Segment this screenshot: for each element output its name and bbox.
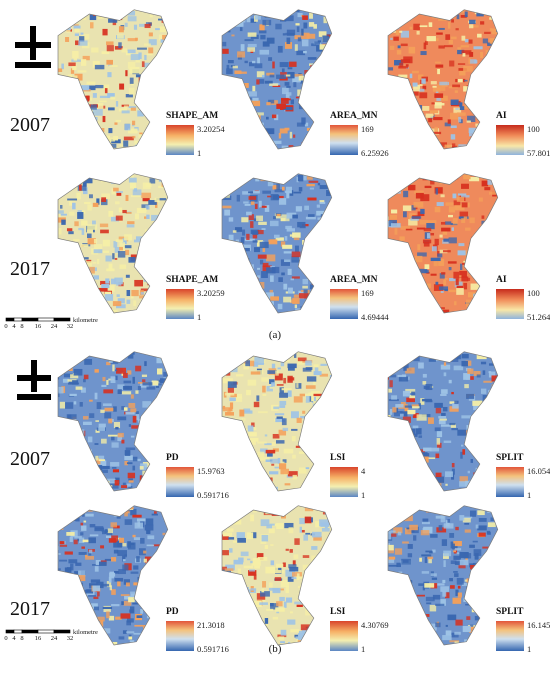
- legend-max-value: 21.3018: [197, 620, 225, 630]
- scale-tick-label: 32: [67, 323, 74, 330]
- map-split: [387, 351, 499, 492]
- panel-label: (a): [269, 329, 282, 341]
- year-label: 2007: [10, 114, 50, 136]
- legend-min-value: 0.591716: [197, 490, 229, 500]
- map-lsi: [221, 351, 333, 492]
- legend-color-ramp: [166, 467, 194, 497]
- legend: PD 21.3018 0.591716: [166, 607, 229, 654]
- map-shape-am: [57, 9, 169, 150]
- scale-tick-label: 0: [4, 323, 7, 330]
- year-label: 2017: [10, 258, 50, 280]
- scale-tick-label: 0: [4, 635, 7, 642]
- scale-tick-label: 16: [35, 635, 42, 642]
- metric-label: LSI: [330, 453, 346, 463]
- legend-color-ramp: [166, 125, 194, 155]
- metric-label: SHAPE_AM: [166, 275, 218, 285]
- metric-label: AREA_MN: [330, 275, 378, 285]
- metric-label: PD: [166, 607, 179, 617]
- scale-tick-label: 24: [51, 635, 58, 642]
- scale-tick-label: 4: [12, 635, 16, 642]
- legend-color-ramp: [496, 467, 524, 497]
- legend-color-ramp: [330, 125, 358, 155]
- legend-min-value: 1: [197, 148, 201, 158]
- legend: AI 100 51.2642: [496, 275, 550, 322]
- legend-min-value: 1: [527, 490, 531, 500]
- legend: AREA_MN 169 4.69444: [330, 275, 389, 322]
- year-label: 2007: [10, 448, 50, 470]
- metric-label: PD: [166, 453, 179, 463]
- scale-unit-label: kilometre: [73, 317, 98, 324]
- legend-max-value: 4.30769: [361, 620, 389, 630]
- legend-min-value: 57.801: [527, 148, 550, 158]
- legend-color-ramp: [166, 289, 194, 319]
- legend-color-ramp: [496, 621, 524, 651]
- year-label: 2017: [10, 598, 50, 620]
- legend-color-ramp: [330, 467, 358, 497]
- legend-max-value: 3.20254: [197, 124, 225, 134]
- legend: PD 15.9763 0.591716: [166, 453, 229, 500]
- legend: SHAPE_AM 3.20259 1: [166, 275, 225, 322]
- legend-max-value: 16.1453: [527, 620, 550, 630]
- panel-a: 2007 SHAPE_AM 3.20254 1 AREA_MN 169 6.25926 AI 1…: [4, 9, 550, 341]
- scale-tick-label: 4: [12, 323, 16, 330]
- legend-min-value: 51.2642: [527, 312, 550, 322]
- legend-min-value: 1: [361, 490, 365, 500]
- map-area-mn: [221, 9, 333, 150]
- legend-max-value: 15.9763: [197, 466, 225, 476]
- map-pd: [57, 505, 169, 646]
- legend-color-ramp: [330, 289, 358, 319]
- north-arrow-symbol-b: [17, 360, 51, 400]
- legend-max-value: 3.20259: [197, 288, 225, 298]
- map-ai: [387, 9, 499, 150]
- legend-min-value: 1: [527, 644, 531, 654]
- legend-max-value: 16.0545: [527, 466, 550, 476]
- legend-color-ramp: [166, 621, 194, 651]
- metric-label: AI: [496, 111, 507, 121]
- scale-tick-label: 16: [35, 323, 42, 330]
- scale-tick-label: 8: [20, 323, 23, 330]
- legend-color-ramp: [496, 289, 524, 319]
- metric-label: LSI: [330, 607, 346, 617]
- legend-min-value: 6.25926: [361, 148, 389, 158]
- legend-max-value: 100: [527, 124, 540, 134]
- legend: SHAPE_AM 3.20254 1: [166, 111, 225, 158]
- map-pd: [57, 351, 169, 492]
- metric-label: SPLIT: [496, 607, 524, 617]
- metric-label: SHAPE_AM: [166, 111, 218, 121]
- map-lsi: [221, 505, 333, 646]
- legend-max-value: 4: [361, 466, 366, 476]
- legend: AI 100 57.801: [496, 111, 550, 158]
- scale-tick-label: 24: [51, 323, 58, 330]
- metric-label: AI: [496, 275, 507, 285]
- legend-color-ramp: [496, 125, 524, 155]
- scale-unit-label: kilometre: [73, 629, 98, 636]
- metric-label: AREA_MN: [330, 111, 378, 121]
- panel-label: (b): [269, 643, 282, 655]
- map-area-mn: [221, 173, 333, 314]
- legend: LSI 4.30769 1: [330, 607, 389, 654]
- legend-max-value: 169: [361, 288, 374, 298]
- map-ai: [387, 173, 499, 314]
- legend-min-value: 0.591716: [197, 644, 229, 654]
- panel-b: 2007PD15.97630.591716LSI41SPLIT16.054512…: [4, 351, 550, 655]
- legend: AREA_MN 169 6.25926: [330, 111, 389, 158]
- legend-color-ramp: [330, 621, 358, 651]
- scale-tick-label: 8: [20, 635, 23, 642]
- legend-min-value: 4.69444: [361, 312, 389, 322]
- legend-min-value: 1: [197, 312, 201, 322]
- map-split: [387, 505, 499, 646]
- north-arrow-symbol-a: [15, 26, 51, 68]
- legend-max-value: 100: [527, 288, 540, 298]
- legend: LSI 4 1: [330, 453, 366, 500]
- map-shape-am: [57, 173, 169, 314]
- legend-min-value: 1: [361, 644, 365, 654]
- metric-label: SPLIT: [496, 453, 524, 463]
- legend-max-value: 169: [361, 124, 374, 134]
- scale-tick-label: 32: [67, 635, 74, 642]
